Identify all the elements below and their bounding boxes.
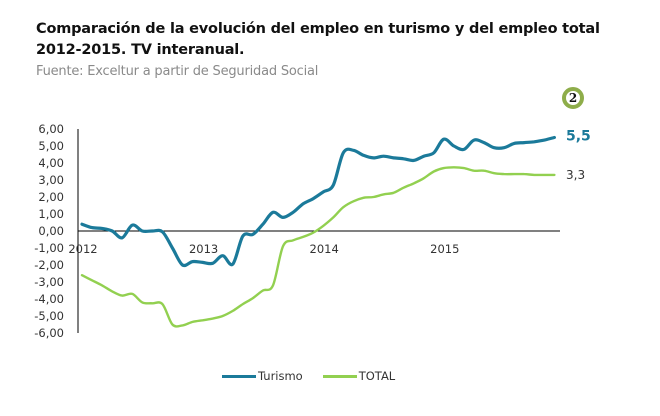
x-tick-label: 2013 (189, 242, 218, 256)
y-tick-label: 0,00 (38, 224, 64, 238)
chart-source: Fuente: Exceltur a partir de Seguridad S… (36, 64, 319, 79)
legend-swatch-total (322, 374, 357, 378)
y-tick-label: -4,00 (34, 292, 64, 306)
y-tick-label: 3,00 (38, 173, 64, 187)
legend-label-total: TOTAL (358, 369, 396, 383)
y-tick-label: 2,00 (38, 190, 64, 204)
y-tick-label: -3,00 (34, 275, 64, 289)
y-tick-label: -6,00 (34, 326, 64, 340)
end-label-total: 3,3 (566, 168, 585, 182)
y-tick-label: -1,00 (34, 241, 64, 255)
y-tick-label: 5,00 (38, 139, 64, 153)
legend-item-turismo: Turismo (222, 369, 303, 383)
figure-number-badge: 2 (562, 87, 584, 109)
x-tick-label: 2015 (430, 242, 459, 256)
legend-label-turismo: Turismo (258, 369, 303, 383)
y-axis-ticks: 6,00 5,00 4,00 3,00 2,00 1,00 0,00 -1,00 -2,00 -3… (34, 122, 64, 340)
y-tick-label: 1,00 (38, 207, 64, 221)
series-line-turismo (80, 135, 556, 268)
x-axis-ticks: 2012 2013 2014 2015 (68, 242, 459, 256)
chart-title: Comparación de la evolución del empleo e… (36, 21, 600, 58)
x-tick-label: 2014 (310, 242, 339, 256)
y-tick-label: 6,00 (38, 122, 64, 136)
y-tick-label: -5,00 (34, 309, 64, 323)
end-label-turismo: 5,5 (566, 129, 591, 145)
y-tick-label: -2,00 (34, 258, 64, 272)
x-tick-label: 2012 (68, 242, 97, 256)
series-line-total (80, 166, 556, 328)
legend-swatch-turismo (222, 374, 256, 378)
y-tick-label: 4,00 (38, 156, 64, 170)
legend-item-total: TOTAL (322, 369, 396, 383)
chart-legend: Turismo TOTAL (222, 369, 415, 383)
